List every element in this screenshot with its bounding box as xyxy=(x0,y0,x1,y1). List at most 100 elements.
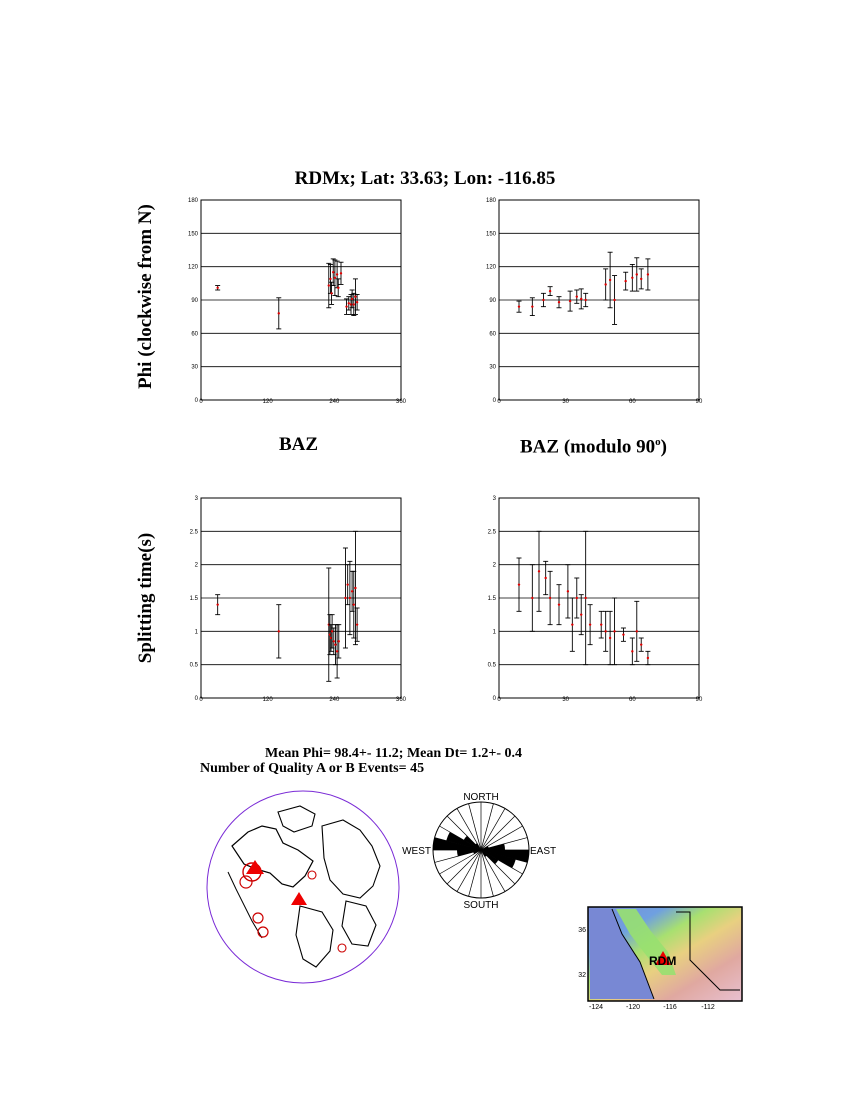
point-marker xyxy=(277,312,280,315)
mean-stats-line: Mean Phi= 98.4+- 11.2; Mean Dt= 1.2+- 0.… xyxy=(265,746,523,761)
rose-petal xyxy=(481,850,499,865)
x-tick-label: 240 xyxy=(329,399,340,405)
plot-frame xyxy=(498,199,700,401)
event-cluster-south xyxy=(337,943,347,953)
rose-spoke xyxy=(456,808,482,851)
y-tick-label: 0 xyxy=(195,696,199,702)
data-point xyxy=(540,292,546,308)
data-point xyxy=(328,624,334,652)
point-marker xyxy=(613,298,616,302)
point-marker xyxy=(584,596,587,600)
chart-phi-mod: 0 30 60 90 120 150 180 0 30 60 90 xyxy=(486,198,703,405)
ocean-area xyxy=(590,909,654,999)
y-tick-label: 0.5 xyxy=(488,663,497,669)
x-tick-label: 120 xyxy=(263,399,274,405)
rose-petal xyxy=(481,850,516,868)
rose-spoke xyxy=(468,849,482,897)
data-point xyxy=(351,570,357,639)
page-title: RDMx; Lat: 33.63; Lon: -116.85 xyxy=(294,168,556,189)
point-marker xyxy=(624,279,627,283)
data-point xyxy=(529,564,535,632)
y-tick-label: 30 xyxy=(489,365,496,371)
point-marker xyxy=(329,636,333,640)
y-tick-label: 2 xyxy=(195,563,199,569)
point-marker xyxy=(584,298,587,302)
map-xtick-124: -124 xyxy=(589,1004,603,1011)
data-point xyxy=(603,610,609,652)
point-marker xyxy=(646,273,650,276)
x-tick-label: 120 xyxy=(263,697,274,703)
point-marker xyxy=(568,299,572,303)
y-tick-label: 2 xyxy=(493,563,497,569)
rose-label-south: SOUTH xyxy=(464,900,499,911)
point-marker xyxy=(517,305,521,308)
data-point xyxy=(629,263,635,292)
point-marker xyxy=(339,272,343,275)
south-america-land xyxy=(295,905,334,968)
x-tick-label: 0 xyxy=(497,399,501,405)
rose-spoke xyxy=(434,849,482,863)
data-point xyxy=(623,271,629,291)
map-ytick-36: 36 xyxy=(578,927,586,934)
baz-axis-label: BAZ xyxy=(279,434,319,455)
data-point xyxy=(634,257,640,292)
point-marker xyxy=(517,583,521,586)
point-marker xyxy=(345,305,348,308)
point-marker xyxy=(355,301,359,304)
point-marker xyxy=(531,596,534,600)
point-marker xyxy=(640,277,643,281)
regional-map: RDM 36 32 -124 -120 -116 -112 xyxy=(578,906,743,1011)
point-marker xyxy=(646,656,650,660)
point-marker xyxy=(329,277,332,281)
y-tick-label: 120 xyxy=(486,265,497,271)
coastline xyxy=(611,908,655,1000)
data-point xyxy=(335,278,341,298)
rose-label-east: EAST xyxy=(530,846,556,857)
map-xtick-116: -116 xyxy=(663,1004,677,1011)
y-tick-label: 1 xyxy=(493,629,497,635)
data-point xyxy=(645,258,651,291)
x-tick-label: 30 xyxy=(562,399,569,405)
point-marker xyxy=(330,630,334,633)
point-marker xyxy=(640,643,643,646)
event-cluster-pacific-3 xyxy=(257,926,269,938)
y-tick-label: 60 xyxy=(489,331,496,337)
point-marker xyxy=(537,570,541,573)
y-tick-label: 1 xyxy=(195,629,199,635)
data-point xyxy=(327,614,333,656)
data-point xyxy=(612,275,618,325)
data-point xyxy=(574,577,580,619)
globe-outline xyxy=(206,790,400,984)
data-point xyxy=(329,281,335,305)
data-point xyxy=(565,564,571,619)
rose-spoke xyxy=(480,815,516,851)
chart-dt-mod: 00.511.522.530 30 60 90 xyxy=(488,496,703,703)
baz-mod-axis-label-end: ) xyxy=(660,436,667,458)
y-tick-label: 3 xyxy=(195,496,199,502)
point-marker xyxy=(548,289,552,293)
data-point xyxy=(334,624,340,679)
rose-spoke xyxy=(480,849,494,897)
y-tick-label: 150 xyxy=(188,231,199,237)
x-tick-label: 240 xyxy=(329,697,340,703)
point-marker xyxy=(333,276,337,279)
plot-frame xyxy=(200,497,402,699)
state-border xyxy=(676,911,740,991)
data-point xyxy=(354,293,360,311)
data-point xyxy=(603,268,609,301)
point-marker xyxy=(604,283,607,286)
data-point xyxy=(354,607,360,642)
data-point xyxy=(351,292,357,317)
x-tick-label: 60 xyxy=(629,399,636,405)
data-point xyxy=(574,289,580,304)
point-marker xyxy=(352,303,355,306)
event-marker-north xyxy=(246,860,264,874)
point-marker xyxy=(631,650,634,653)
station-marker-globe xyxy=(291,892,307,905)
point-marker xyxy=(347,302,350,305)
point-marker xyxy=(349,303,353,306)
rose-label-north: NORTH xyxy=(463,792,498,803)
point-marker xyxy=(216,603,219,606)
